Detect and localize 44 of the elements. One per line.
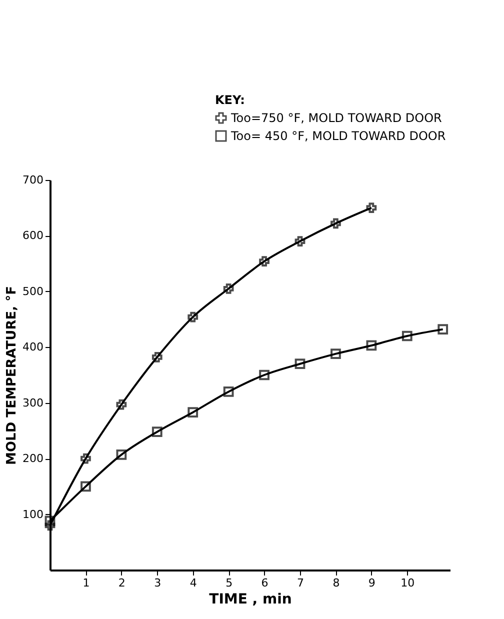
point xyxy=(152,352,162,362)
point xyxy=(366,202,377,214)
point xyxy=(330,348,341,360)
x-tick-label: 4 xyxy=(190,576,197,590)
point xyxy=(294,236,306,246)
point xyxy=(44,516,56,526)
y-tick-label: 400 xyxy=(22,340,44,354)
point xyxy=(402,330,412,342)
point xyxy=(80,481,91,492)
x-tick-label: 3 xyxy=(154,576,162,590)
y-axis-title: MOLD TEMPERATURE, °F xyxy=(4,286,20,465)
x-axis-title: TIME , min xyxy=(209,592,292,608)
y-tick-label: 500 xyxy=(22,284,44,298)
legend-label: Too=750 °F, MOLD TOWARD DOOR xyxy=(230,111,442,125)
x-tick-label: 7 xyxy=(297,576,304,590)
x-tick-label: 5 xyxy=(226,576,233,590)
point xyxy=(223,386,234,397)
point xyxy=(223,283,234,294)
y-tick-label: 600 xyxy=(22,229,44,242)
point xyxy=(259,370,270,380)
x-tick-label: 2 xyxy=(118,576,126,590)
point xyxy=(438,324,448,334)
x-tick-label: 9 xyxy=(368,576,376,590)
x-tick-label: 6 xyxy=(261,576,268,590)
point xyxy=(44,520,56,531)
y-tick-label: 700 xyxy=(22,174,44,186)
x-tick-label: 8 xyxy=(332,576,340,590)
legend-title: KEY: xyxy=(215,93,245,107)
point xyxy=(116,449,127,460)
point xyxy=(259,256,270,267)
x-tick-label: 10 xyxy=(400,576,415,590)
point xyxy=(80,453,91,464)
x-tick-label: 1 xyxy=(82,576,90,590)
point xyxy=(152,426,162,438)
legend-label: Too= 450 °F, MOLD TOWARD DOOR xyxy=(230,129,446,143)
point xyxy=(330,218,341,229)
point xyxy=(366,340,377,351)
y-tick-label: 200 xyxy=(22,452,44,466)
point xyxy=(294,358,306,370)
y-tick-label: 100 xyxy=(22,508,44,521)
point xyxy=(188,407,198,418)
point xyxy=(188,312,198,322)
point xyxy=(116,399,127,410)
y-tick-label: 300 xyxy=(22,396,44,410)
